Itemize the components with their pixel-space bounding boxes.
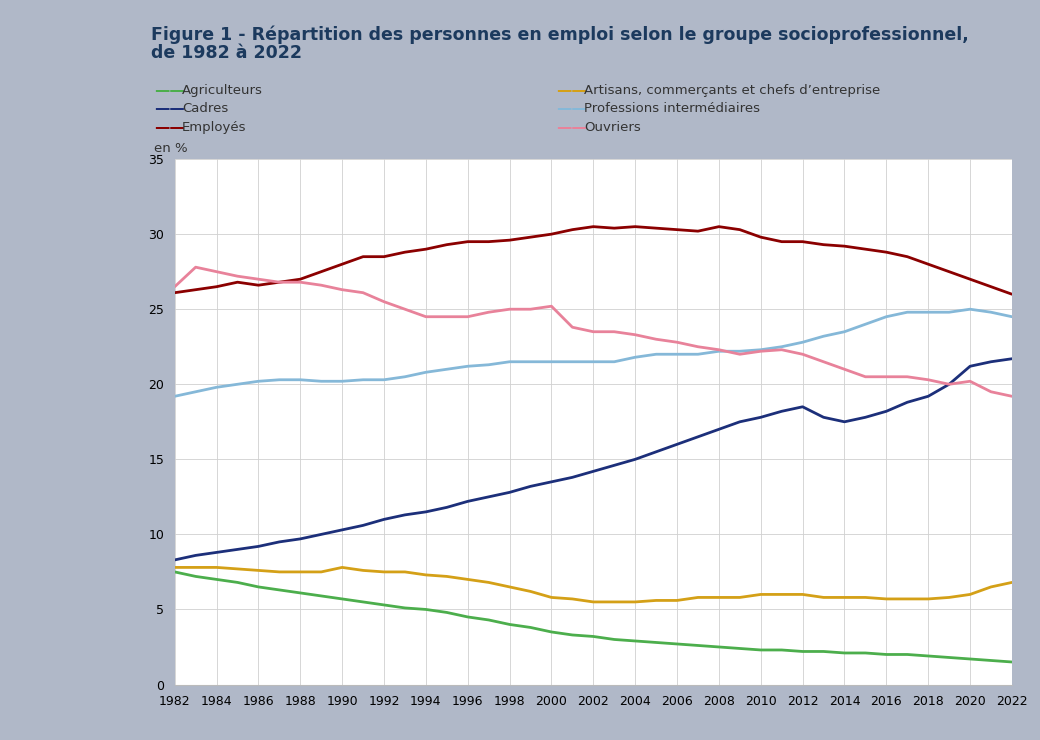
Text: ——: —— (556, 101, 588, 116)
Text: Ouvriers: Ouvriers (584, 121, 642, 134)
Text: Artisans, commerçants et chefs d’entreprise: Artisans, commerçants et chefs d’entrepr… (584, 84, 881, 97)
Text: de 1982 à 2022: de 1982 à 2022 (151, 44, 302, 62)
Text: ——: —— (154, 101, 185, 116)
Text: en %: en % (154, 142, 187, 155)
Text: ——: —— (556, 83, 588, 98)
Text: ——: —— (556, 120, 588, 135)
Text: Employés: Employés (182, 121, 246, 134)
Text: ——: —— (154, 120, 185, 135)
Text: Cadres: Cadres (182, 102, 228, 115)
Text: Agriculteurs: Agriculteurs (182, 84, 263, 97)
Text: Professions intermédiaires: Professions intermédiaires (584, 102, 760, 115)
Text: ——: —— (154, 83, 185, 98)
Text: Figure 1 - Répartition des personnes en emploi selon le groupe socioprofessionne: Figure 1 - Répartition des personnes en … (151, 26, 968, 44)
